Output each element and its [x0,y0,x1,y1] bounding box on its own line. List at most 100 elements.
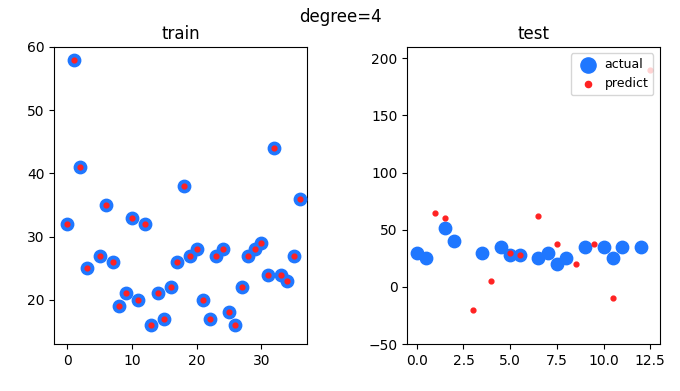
actual [411,249,422,256]
Point [211,253,222,259]
Point [185,253,196,259]
Point [165,284,176,290]
Point [288,253,299,259]
predict [439,215,450,221]
predict [570,261,581,267]
Point [198,297,209,303]
actual [542,249,553,256]
Point [250,246,260,252]
Point [224,309,235,316]
Point [288,253,299,259]
Point [95,253,105,259]
Point [178,183,189,189]
Point [250,246,260,252]
Point [133,297,144,303]
Point [211,253,222,259]
Point [230,322,241,328]
Point [256,240,267,246]
Point [256,240,267,246]
Point [269,145,279,151]
actual [579,244,590,250]
Point [165,284,176,290]
Point [224,309,235,316]
Point [294,196,305,202]
Point [282,278,292,284]
Point [69,56,80,63]
Point [75,164,86,170]
Point [230,322,241,328]
Text: degree=4: degree=4 [299,8,381,26]
predict [532,213,543,219]
Point [139,221,150,227]
Point [269,145,279,151]
actual [617,244,628,250]
actual [607,255,618,262]
Point [275,271,286,278]
Point [243,253,254,259]
predict [645,66,656,73]
Point [275,271,286,278]
Point [75,164,86,170]
Point [69,56,80,63]
Point [101,202,112,208]
Point [139,221,150,227]
Point [237,284,248,290]
Title: test: test [517,25,549,43]
predict [514,252,525,258]
Point [191,246,202,252]
Point [120,291,131,297]
actual [551,261,562,267]
Point [204,316,215,322]
Point [294,196,305,202]
predict [551,240,562,247]
Point [198,297,209,303]
Point [101,202,112,208]
Point [159,316,170,322]
Point [107,259,118,265]
predict [430,210,441,216]
Point [217,246,228,252]
actual [532,255,543,262]
Point [152,291,163,297]
Point [172,259,183,265]
actual [449,238,460,244]
Point [146,322,157,328]
Point [237,284,248,290]
Point [114,303,124,309]
actual [477,249,488,256]
predict [467,307,478,313]
Point [204,316,215,322]
actual [496,244,507,250]
Title: train: train [161,25,200,43]
Point [159,316,170,322]
Point [243,253,254,259]
Point [95,253,105,259]
actual [561,255,572,262]
Point [185,253,196,259]
Legend: actual, predict: actual, predict [571,53,653,95]
Point [217,246,228,252]
Point [191,246,202,252]
Point [107,259,118,265]
actual [505,252,515,258]
Point [120,291,131,297]
Point [146,322,157,328]
actual [598,244,609,250]
predict [486,278,497,284]
Point [62,221,73,227]
Point [262,271,273,278]
Point [178,183,189,189]
predict [589,240,600,247]
Point [282,278,292,284]
Point [114,303,124,309]
Point [262,271,273,278]
actual [439,224,450,231]
Point [126,215,137,221]
Point [62,221,73,227]
Point [172,259,183,265]
Point [82,265,92,271]
Point [82,265,92,271]
predict [505,249,515,256]
Point [126,215,137,221]
actual [514,252,525,258]
